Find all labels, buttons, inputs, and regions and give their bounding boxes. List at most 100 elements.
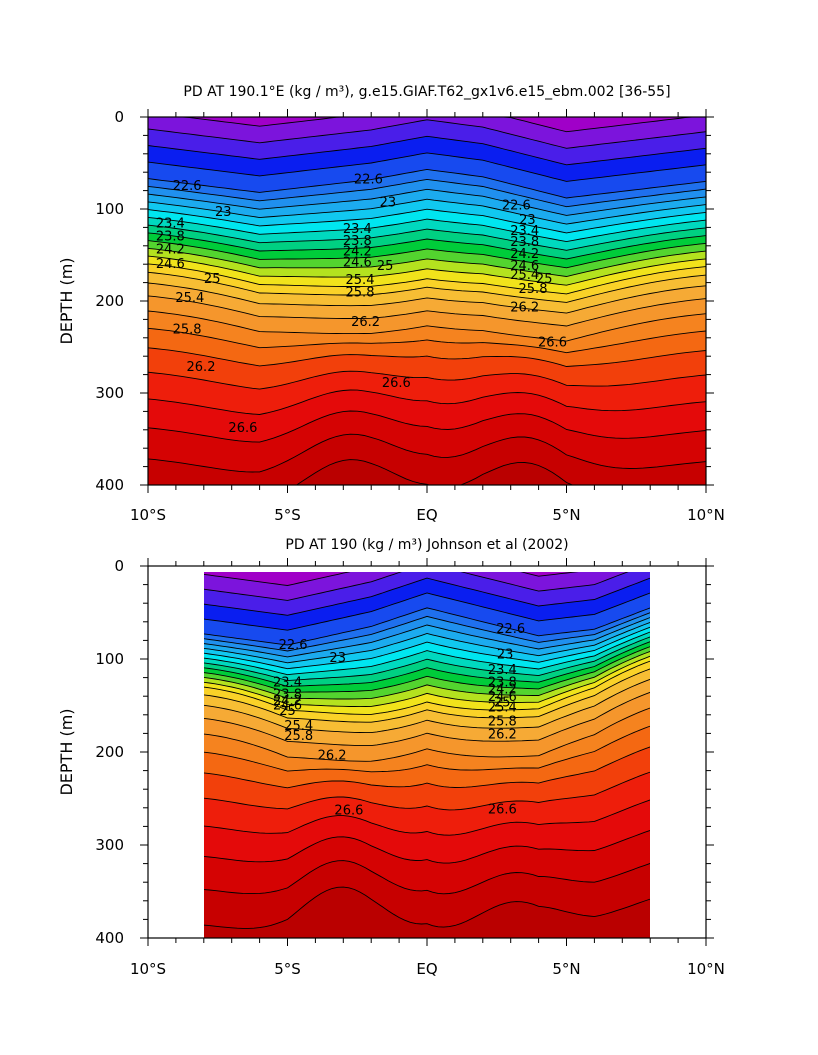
contour-line-21.8 [204,572,579,586]
contour-label: 23 [380,196,397,211]
top-y-axis-label: DEPTH (m) [57,257,76,344]
contour-line-23.2 [204,621,650,664]
contour-line-23.8 [148,224,706,251]
contour-label: 25 [279,704,296,719]
top-contour-lines [148,117,706,485]
contour-line-26.6 [148,410,706,443]
contour-label: 26.2 [510,300,539,315]
bottom-xtick-label: EQ [416,960,437,978]
contour-line-22.6 [148,168,706,199]
bottom-title: PD AT 190 (kg / m³) Johnson et al (2002) [285,537,568,553]
bottom-y-axis-label: DEPTH (m) [57,708,76,795]
contour-line-23 [148,188,706,216]
contour-label: 23.4 [156,217,185,232]
contour-label: 23.4 [343,222,372,237]
contour-label: 26.6 [382,376,411,391]
contour-label: 26.6 [488,803,517,818]
top-panel: PD AT 190.1°E (kg / m³), g.e15.GIAF.T62_… [57,84,725,524]
contour-label: 25 [204,272,221,287]
contour-line-25.4 [148,295,706,327]
contour-label: 23 [497,647,514,662]
contour-line-22.2 [204,577,650,616]
contour-label: 24.2 [156,243,185,258]
contour-label: 22.6 [496,622,525,637]
contour-label: 23.4 [510,224,539,239]
contour-line-24 [204,641,650,687]
bottom-ticks [140,558,714,946]
contour-line-22.2 [148,135,706,166]
contour-label: 26.2 [187,360,216,375]
contour-line-22.6 [204,607,650,646]
contour-label: 23 [519,213,536,228]
contour-line-26.4 [204,799,650,836]
contour-line-25.8 [148,327,706,354]
contour-line-23.2 [148,198,706,225]
contour-line-23 [204,617,650,658]
bottom-ytick-label: 0 [114,557,124,575]
bottom-xtick-label: 10°N [687,960,725,978]
contour-line-26.4 [148,389,706,415]
contour-line-24.6 [148,255,706,286]
contour-label: 23.8 [488,675,517,690]
bottom-contour-lines [204,572,650,929]
top-xtick-label: 5°S [274,506,301,524]
contour-label: 23.8 [156,230,185,245]
top-title: PD AT 190.1°E (kg / m³), g.e15.GIAF.T62_… [183,84,670,100]
contour-line-24.4 [204,650,650,700]
contour-line-25 [204,668,650,723]
contour-label: 25.8 [173,323,202,338]
contour-label: 26.2 [351,315,380,330]
top-ytick-label: 400 [95,476,124,494]
contour-line-25.6 [204,707,650,762]
contour-line-25.4 [204,691,650,747]
contour-line-26.2 [204,771,650,811]
contour-label: 25 [377,259,394,274]
contour-line-25.6 [148,310,706,342]
contour-line-26 [148,347,706,367]
bottom-ytick-label: 200 [95,743,124,761]
top-y-tick-labels: 0 100 200 300 400 [95,108,124,494]
contour-fill-21.8 [148,117,706,132]
contour-line-24 [148,232,706,260]
contour-line-25.2 [148,282,706,314]
top-xtick-label: 10°S [130,506,166,524]
contour-label: 24.6 [488,690,517,705]
top-contour-fills [148,117,706,485]
contour-label: 25.4 [510,268,539,283]
contour-line-24.2 [148,240,706,269]
contour-line-27 [295,459,574,485]
contour-label: 23.8 [510,235,539,250]
contour-label: 26.2 [488,727,517,742]
top-xtick-label: 10°N [687,506,725,524]
contour-line-23.8 [204,636,650,682]
contour-label: 22.6 [502,198,531,213]
top-ytick-label: 0 [114,108,124,126]
contour-label: 22.6 [279,638,308,653]
contour-line-26.8 [204,860,650,895]
contour-label: 24.2 [510,247,539,262]
contour-line-22 [204,572,629,601]
contour-line-25 [148,271,706,303]
contour-label: 24.2 [343,244,372,259]
contour-line-26.8 [148,433,706,473]
contour-line-23.6 [204,631,650,676]
contour-line-25.8 [204,725,650,773]
bottom-ytick-label: 400 [95,929,124,947]
contour-label: 23.8 [343,234,372,249]
contour-label: 26.6 [228,421,257,436]
bottom-contour-fills [204,572,650,938]
contour-label: 22.6 [173,179,202,194]
top-xtick-label: EQ [416,506,437,524]
bottom-y-tick-labels: 0 100 200 300 400 [95,557,124,947]
contour-label: 22.6 [354,173,383,188]
contour-label: 24.2 [488,683,517,698]
bottom-x-tick-labels: 10°S 5°S EQ 5°N 10°N [130,960,725,978]
contour-line-24.8 [204,660,650,715]
top-ytick-label: 200 [95,292,124,310]
bottom-panel: PD AT 190 (kg / m³) Johnson et al (2002)… [57,537,725,978]
contour-line-22 [148,119,706,149]
contour-label: 25.4 [284,719,313,734]
bottom-ytick-label: 100 [95,650,124,668]
